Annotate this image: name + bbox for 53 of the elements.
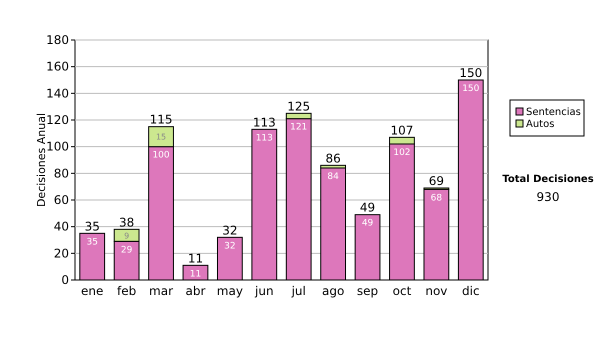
y-tick-label: 120	[46, 113, 69, 127]
total-label: 113	[252, 115, 276, 130]
data-label: 102	[393, 148, 411, 158]
x-tick-label: mar	[149, 284, 174, 298]
x-tick-label: jul	[290, 284, 306, 298]
data-label: 121	[290, 122, 308, 133]
data-label: 113	[256, 133, 273, 144]
x-tick-label: sep	[356, 284, 378, 298]
total-label: 115	[150, 112, 172, 127]
data-label: 150	[462, 84, 480, 94]
total-label: 32	[222, 223, 238, 238]
y-tick-label: 100	[46, 140, 69, 154]
total-label: 69	[428, 174, 444, 188]
data-label: 11	[190, 269, 202, 280]
x-tick-label: feb	[117, 284, 136, 298]
y-tick-label: 80	[54, 166, 69, 180]
total-label: 125	[287, 99, 310, 114]
data-label: 9	[124, 231, 130, 240]
y-axis-title: Decisiones Anual	[35, 112, 48, 208]
data-label: 35	[86, 237, 98, 248]
y-tick-label: 140	[46, 86, 69, 100]
legend-label: Autos	[526, 119, 554, 130]
data-label: 15	[156, 132, 166, 142]
data-label: 100	[152, 150, 170, 161]
x-tick-label: may	[216, 284, 243, 298]
total-label: 150	[459, 66, 482, 80]
x-tick-label: nov	[425, 284, 448, 298]
y-tick-label: 60	[54, 193, 69, 207]
total-label: 86	[325, 151, 341, 166]
x-tick-label: abr	[186, 284, 206, 298]
total-label: 35	[84, 219, 100, 234]
text: 930	[536, 190, 560, 204]
y-tick-label: 0	[61, 273, 69, 287]
data-label: 32	[224, 241, 236, 252]
x-tick-label: ago	[322, 284, 344, 298]
y-tick-label: 160	[46, 60, 69, 74]
data-label: 29	[120, 245, 133, 256]
x-tick-label: oct	[392, 284, 412, 298]
total-label: 49	[360, 200, 376, 215]
data-label: 68	[430, 193, 442, 204]
total-label: 107	[390, 123, 414, 138]
x-tick-label: jun	[254, 284, 274, 298]
y-tick-label: 40	[54, 220, 69, 234]
total-label: 38	[118, 215, 134, 230]
data-label: 84	[327, 172, 340, 182]
y-tick-label: 20	[54, 246, 69, 260]
legend-label: Sentencias	[526, 107, 581, 118]
y-tick-label: 180	[46, 33, 69, 47]
x-tick-label: ene	[81, 284, 104, 298]
text: Total Decisiones	[502, 174, 594, 185]
data-label: 49	[362, 218, 374, 229]
x-tick-label: dic	[462, 284, 480, 298]
total-label: 11	[188, 251, 204, 266]
